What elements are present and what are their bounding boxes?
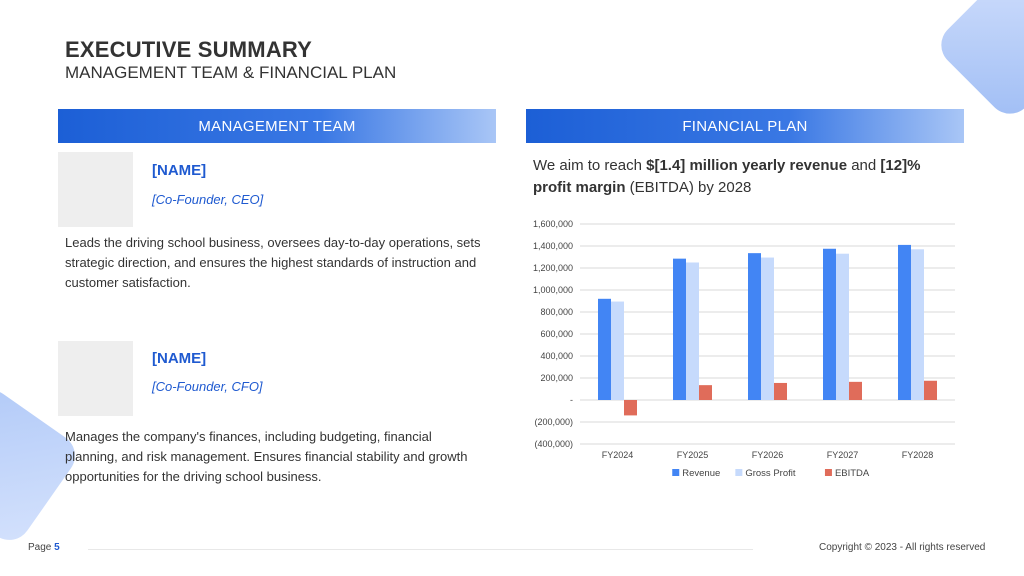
x-tick-label: FY2027 — [827, 450, 859, 460]
member-name: [NAME] — [152, 162, 207, 179]
member-name: [NAME] — [152, 350, 207, 367]
bar-gross-profit — [911, 249, 924, 400]
bar-gross-profit — [836, 253, 849, 400]
legend-label: Gross Profit — [745, 468, 796, 479]
financial-plan-heading: FINANCIAL PLAN — [682, 117, 808, 135]
bar-ebitda — [924, 380, 937, 400]
legend-label: Revenue — [682, 468, 720, 479]
bar-ebitda — [699, 385, 712, 400]
member-photo-placeholder — [58, 152, 133, 227]
y-tick-label: 800,000 — [540, 307, 573, 317]
bar-revenue — [748, 253, 761, 400]
page-number: Page 5 — [28, 542, 60, 553]
management-team-header: MANAGEMENT TEAM — [58, 109, 496, 143]
y-tick-label: 600,000 — [540, 329, 573, 339]
page-title: EXECUTIVE SUMMARY — [65, 37, 313, 62]
member-description: Leads the driving school business, overs… — [65, 235, 481, 290]
bar-ebitda — [849, 381, 862, 400]
x-tick-label: FY2025 — [677, 450, 709, 460]
page-subtitle: MANAGEMENT TEAM & FINANCIAL PLAN — [65, 63, 397, 82]
y-tick-label: 1,400,000 — [533, 241, 573, 251]
x-tick-label: FY2026 — [752, 450, 784, 460]
bar-ebitda — [624, 400, 637, 416]
bar-ebitda — [774, 382, 787, 400]
bar-gross-profit — [611, 301, 624, 400]
management-team-heading: MANAGEMENT TEAM — [198, 117, 356, 135]
legend-swatch — [824, 469, 832, 476]
copyright-text: Copyright © 2023 - All rights reserved — [819, 542, 986, 553]
legend-swatch — [735, 469, 743, 476]
x-tick-label: FY2024 — [602, 450, 634, 460]
y-tick-label: 1,000,000 — [533, 285, 573, 295]
decorative-shape-top-right — [932, 0, 1024, 123]
legend-swatch — [672, 469, 680, 476]
financial-goal-text: We aim to reach $[1.4] million yearly re… — [533, 157, 921, 196]
bar-revenue — [823, 248, 836, 400]
member-role: [Co-Founder, CFO] — [152, 379, 263, 394]
y-tick-label: 1,600,000 — [533, 219, 573, 229]
member-role: [Co-Founder, CEO] — [152, 192, 264, 207]
y-tick-label: 1,200,000 — [533, 263, 573, 273]
financial-bar-chart: 1,600,000 1,400,000 1,200,000 1,000,000 800,… — [533, 219, 955, 479]
y-tick-label: 200,000 — [540, 373, 573, 383]
financial-plan-header: FINANCIAL PLAN — [526, 109, 964, 143]
y-tick-label: 400,000 — [540, 351, 573, 361]
y-tick-label: - — [570, 395, 573, 405]
x-tick-label: FY2028 — [902, 450, 934, 460]
y-tick-label: (400,000) — [534, 439, 573, 449]
member-description: Manages the company's finances, includin… — [65, 429, 468, 484]
bar-gross-profit — [761, 257, 774, 400]
legend-label: EBITDA — [835, 468, 870, 479]
footer-divider — [88, 549, 753, 550]
bar-revenue — [673, 258, 686, 400]
bar-revenue — [598, 298, 611, 400]
member-photo-placeholder — [58, 341, 133, 416]
bar-gross-profit — [686, 262, 699, 400]
y-tick-label: (200,000) — [534, 417, 573, 427]
bar-revenue — [898, 244, 911, 400]
